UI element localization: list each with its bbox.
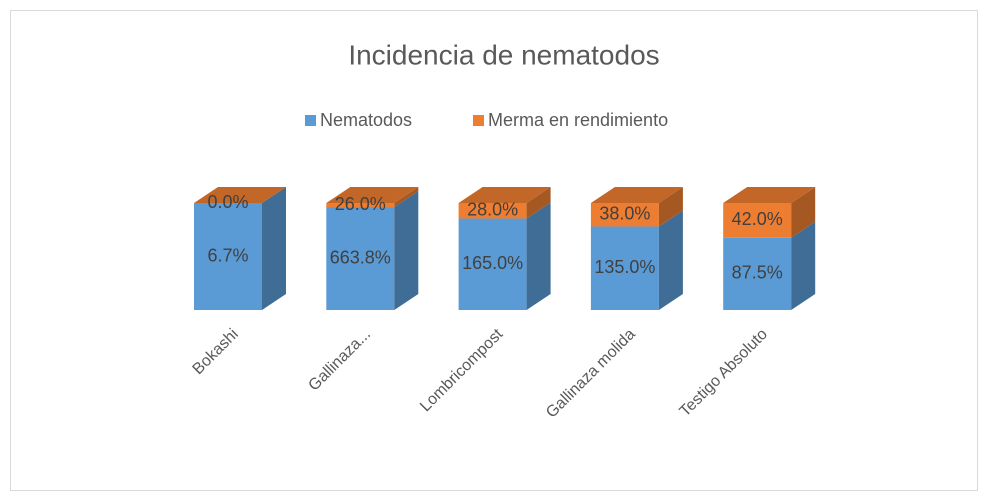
bar-top bbox=[194, 187, 286, 203]
bar-side bbox=[526, 187, 551, 219]
legend-label: Merma en rendimiento bbox=[488, 110, 668, 130]
bar-segment bbox=[458, 202, 551, 310]
bar-side bbox=[262, 187, 286, 310]
data-label: 28.0% bbox=[467, 200, 518, 220]
bar-front bbox=[458, 218, 527, 310]
bar-segment bbox=[723, 187, 816, 238]
bar-segment bbox=[590, 210, 683, 310]
bar-segment bbox=[194, 187, 286, 310]
bar-front bbox=[723, 237, 792, 310]
bar-side bbox=[394, 191, 419, 310]
chart-title: Incidencia de nematodos bbox=[348, 39, 659, 70]
bar-segment bbox=[194, 187, 286, 203]
bar-front bbox=[590, 226, 659, 310]
bar-front bbox=[723, 203, 792, 238]
data-label: 135.0% bbox=[594, 257, 655, 277]
bar-top bbox=[458, 187, 551, 203]
bar-segment bbox=[723, 221, 816, 310]
bar-top bbox=[590, 187, 683, 203]
bar-side bbox=[791, 221, 816, 310]
data-label: 38.0% bbox=[599, 204, 650, 224]
bar-side bbox=[658, 210, 683, 310]
bar-front bbox=[326, 203, 395, 208]
data-label: 165.0% bbox=[462, 253, 523, 273]
data-label: 26.0% bbox=[335, 194, 386, 214]
data-label: 87.5% bbox=[732, 263, 783, 283]
legend-swatch bbox=[305, 115, 316, 126]
bar-side bbox=[791, 187, 816, 238]
bar-front bbox=[326, 207, 395, 310]
legend-swatch bbox=[473, 115, 484, 126]
bar-front bbox=[194, 203, 262, 310]
data-label: 0.0% bbox=[207, 192, 248, 212]
bar-segment bbox=[326, 187, 419, 208]
bar-segment bbox=[326, 191, 419, 310]
bar-front bbox=[590, 203, 659, 227]
bar-segment bbox=[590, 187, 683, 227]
bar-top bbox=[723, 187, 816, 203]
data-label: 6.7% bbox=[207, 245, 248, 265]
bar-side bbox=[658, 187, 683, 227]
bar-top bbox=[326, 187, 419, 203]
data-label: 663.8% bbox=[330, 247, 391, 267]
data-label: 42.0% bbox=[732, 209, 783, 229]
bar-side bbox=[526, 202, 551, 310]
bar-side bbox=[394, 187, 419, 208]
bar-segment bbox=[458, 187, 551, 219]
legend-label: Nematodos bbox=[320, 110, 412, 130]
bar-front bbox=[458, 203, 527, 219]
